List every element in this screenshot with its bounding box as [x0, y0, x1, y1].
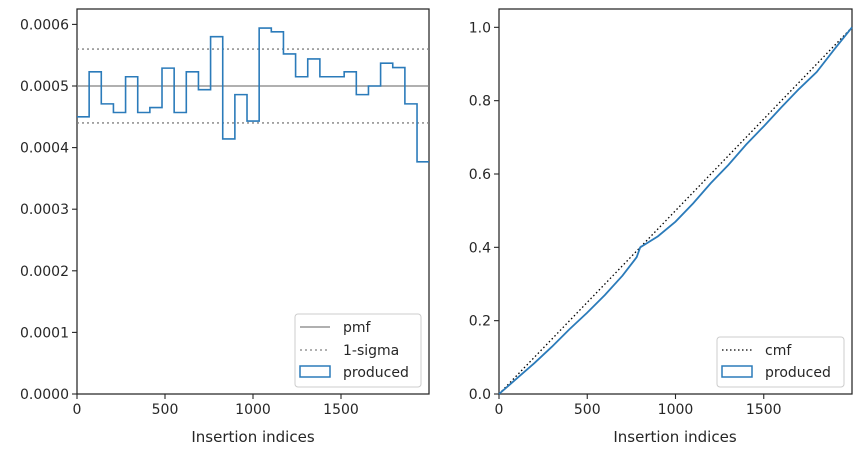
cmf-x-tick-label: 1000 [658, 402, 694, 418]
cmf-line [498, 26, 853, 395]
pmf-y-tick-label: 0.0000 [20, 387, 69, 403]
pmf-x-axis: 0 500 1000 1500 [73, 394, 359, 418]
pmf-legend-box [294, 313, 422, 388]
cmf-legend: cmf produced [716, 336, 845, 388]
cmf-x-tick-label: 1500 [746, 402, 782, 418]
cmf-x-axis: 0 500 1000 1500 [495, 394, 782, 418]
cmf-legend-label-cmf: cmf [765, 343, 792, 359]
cmf-x-tick-label: 500 [574, 402, 601, 418]
pmf-series [77, 27, 429, 163]
pmf-legend-label-pmf: pmf [343, 320, 372, 336]
pmf-x-tick-label: 500 [152, 402, 179, 418]
cmf-y-tick-label: 0.2 [469, 314, 491, 330]
pmf-legend-label-produced: produced [343, 365, 409, 381]
cmf-x-axis-label: Insertion indices [613, 428, 736, 446]
cmf-y-tick-label: 0.0 [469, 387, 491, 403]
pmf-y-tick-label: 0.0003 [20, 202, 69, 218]
pmf-y-axis: 0.0000 0.0001 0.0002 0.0003 0.0004 0.0005 0.00… [20, 17, 77, 403]
cmf-y-tick-label: 0.8 [469, 94, 491, 110]
pmf-x-tick-label: 1000 [235, 402, 271, 418]
pmf-x-tick-label: 0 [73, 402, 82, 418]
produced-histogram-step [77, 27, 429, 163]
cmf-series [498, 26, 853, 395]
pmf-legend-label-sigma: 1-sigma [343, 343, 399, 359]
pmf-legend-swatch-produced [299, 365, 331, 378]
cmf-y-axis: 0.0 0.2 0.4 0.6 0.8 1.0 [469, 20, 499, 403]
cmf-panel: 0 500 1000 1500 0.0 0.2 0.4 0.6 0.8 1.0 Insertio… [469, 8, 853, 446]
produced-cumulative-line [498, 26, 853, 395]
pmf-y-tick-label: 0.0001 [20, 325, 69, 341]
cmf-x-tick-label: 0 [495, 402, 504, 418]
pmf-panel: 0 500 1000 1500 0.00000.00010.00020.00030.0… [20, 8, 430, 446]
cmf-y-tick-label: 0.4 [469, 240, 491, 256]
pmf-y-tick-label: 0.0002 [20, 264, 69, 280]
pmf-x-tick-label: 1500 [323, 402, 359, 418]
cmf-legend-swatch-produced [721, 365, 753, 378]
cmf-legend-label-produced: produced [765, 365, 831, 381]
cmf-y-tick-label: 1.0 [469, 20, 491, 36]
cmf-legend-box [716, 336, 845, 388]
pmf-y-tick-label: 0.0004 [20, 141, 69, 157]
cmf-y-tick-label: 0.6 [469, 167, 491, 183]
pmf-y-tick-label: 0.0005 [20, 79, 69, 95]
pmf-x-axis-label: Insertion indices [191, 428, 314, 446]
pmf-y-tick-label: 0.0006 [20, 17, 69, 33]
pmf-legend: pmf 1-sigma produced [294, 313, 422, 388]
